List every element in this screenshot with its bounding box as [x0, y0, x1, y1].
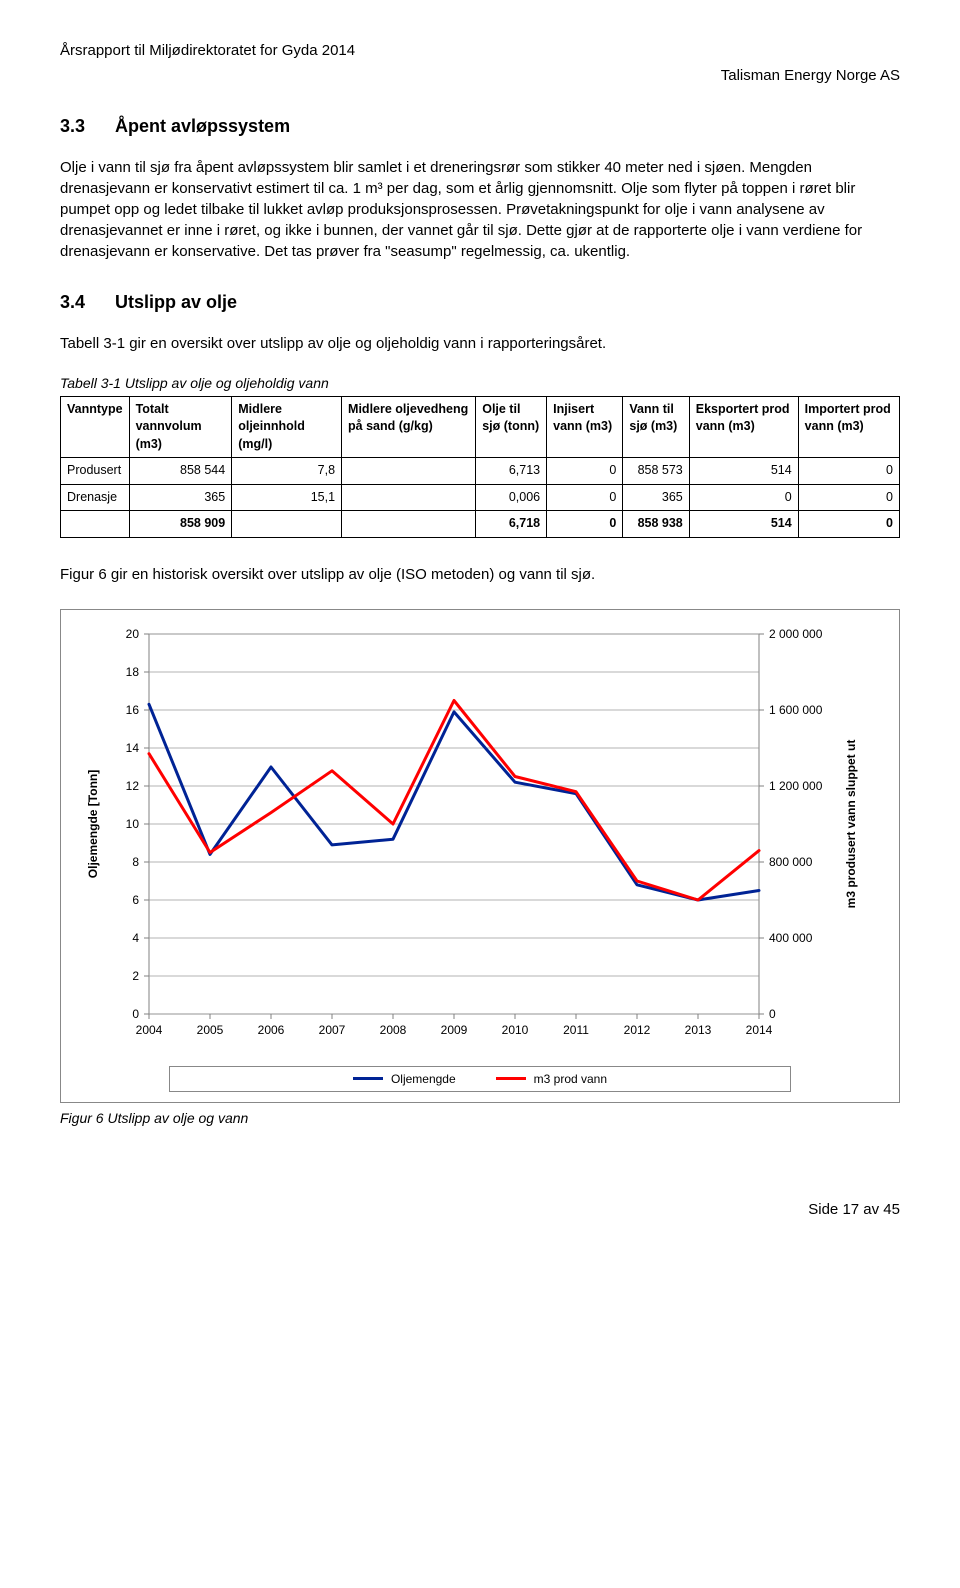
section-3-4-heading: 3.4 Utslipp av olje — [60, 290, 900, 315]
table-cell: 365 — [129, 484, 232, 511]
legend-swatch-oljemengde — [353, 1077, 383, 1080]
table-cell: 365 — [623, 484, 689, 511]
header-left: Årsrapport til Miljødirektoratet for Gyd… — [60, 40, 355, 61]
table-cell: 0 — [798, 458, 899, 485]
table-3-1-caption: Tabell 3-1 Utslipp av olje og oljeholdig… — [60, 374, 900, 394]
table-cell: 6,713 — [476, 458, 547, 485]
svg-text:18: 18 — [126, 665, 140, 679]
svg-text:2010: 2010 — [502, 1023, 529, 1037]
col-vann-sjo: Vann til sjø (m3) — [623, 396, 689, 458]
svg-text:0: 0 — [132, 1007, 139, 1021]
svg-text:12: 12 — [126, 779, 140, 793]
svg-text:2009: 2009 — [441, 1023, 468, 1037]
table-header-row: Vanntype Totalt vannvolum (m3) Midlere o… — [61, 396, 900, 458]
svg-text:2: 2 — [132, 969, 139, 983]
table-cell: 858 573 — [623, 458, 689, 485]
col-olje-sjo: Olje til sjø (tonn) — [476, 396, 547, 458]
svg-text:6: 6 — [132, 893, 139, 907]
svg-text:1 200 000: 1 200 000 — [769, 779, 823, 793]
svg-text:m3 produsert vann sluppet ut: m3 produsert vann sluppet ut — [844, 740, 858, 909]
table-cell — [61, 511, 130, 538]
table-cell: 0,006 — [476, 484, 547, 511]
table-cell: Produsert — [61, 458, 130, 485]
table-cell: 0 — [798, 484, 899, 511]
page-header: Årsrapport til Miljødirektoratet for Gyd… — [60, 40, 900, 61]
svg-text:14: 14 — [126, 741, 140, 755]
table-row: Produsert858 5447,86,7130858 5735140 — [61, 458, 900, 485]
legend-label-m3prod: m3 prod vann — [534, 1071, 607, 1088]
svg-text:Oljemengde [Tonn]: Oljemengde [Tonn] — [86, 770, 100, 878]
svg-text:2005: 2005 — [197, 1023, 224, 1037]
col-eksportert: Eksportert prod vann (m3) — [689, 396, 798, 458]
svg-text:800 000: 800 000 — [769, 855, 813, 869]
table-cell: 514 — [689, 511, 798, 538]
svg-text:2007: 2007 — [319, 1023, 346, 1037]
table-cell: 514 — [689, 458, 798, 485]
svg-text:0: 0 — [769, 1007, 776, 1021]
svg-text:16: 16 — [126, 703, 140, 717]
figure-6-chart: 0 2 4 6 8 10 12 14 16 18 20 0 400 000 800 000 1 200 00… — [60, 609, 900, 1103]
col-vanntype: Vanntype — [61, 396, 130, 458]
col-totalt: Totalt vannvolum (m3) — [129, 396, 232, 458]
section-3-3-title: Åpent avløpssystem — [115, 116, 290, 136]
chart-legend: Oljemengde m3 prod vann — [169, 1066, 791, 1093]
svg-text:2012: 2012 — [624, 1023, 651, 1037]
svg-text:2008: 2008 — [380, 1023, 407, 1037]
page-header-right-row: Talisman Energy Norge AS — [60, 65, 900, 86]
svg-text:2011: 2011 — [563, 1023, 589, 1037]
svg-text:1 600 000: 1 600 000 — [769, 703, 823, 717]
table-cell: Drenasje — [61, 484, 130, 511]
table-cell: 0 — [798, 511, 899, 538]
table-cell — [342, 484, 476, 511]
table-cell: 0 — [547, 458, 623, 485]
header-right: Talisman Energy Norge AS — [721, 65, 900, 86]
svg-text:2013: 2013 — [685, 1023, 712, 1037]
col-importert: Importert prod vann (m3) — [798, 396, 899, 458]
fig6-intro: Figur 6 gir en historisk oversikt over u… — [60, 564, 900, 585]
table-cell: 7,8 — [232, 458, 342, 485]
page-footer: Side 17 av 45 — [60, 1199, 900, 1220]
svg-text:4: 4 — [132, 931, 139, 945]
table-cell: 0 — [689, 484, 798, 511]
svg-text:2 000 000: 2 000 000 — [769, 627, 823, 641]
svg-text:8: 8 — [132, 855, 139, 869]
svg-text:20: 20 — [126, 627, 140, 641]
col-injisert: Injisert vann (m3) — [547, 396, 623, 458]
svg-text:2006: 2006 — [258, 1023, 285, 1037]
table-cell — [342, 511, 476, 538]
table-cell: 858 909 — [129, 511, 232, 538]
table-totals-row: 858 9096,7180858 9385140 — [61, 511, 900, 538]
table-cell: 6,718 — [476, 511, 547, 538]
table-cell: 0 — [547, 511, 623, 538]
table-cell: 0 — [547, 484, 623, 511]
section-3-4-title: Utslipp av olje — [115, 292, 237, 312]
section-3-3-num: 3.3 — [60, 114, 110, 139]
table-cell — [232, 511, 342, 538]
svg-text:10: 10 — [126, 817, 140, 831]
legend-item-oljemengde: Oljemengde — [353, 1071, 456, 1088]
legend-item-m3prod: m3 prod vann — [496, 1071, 607, 1088]
section-3-3-heading: 3.3 Åpent avløpssystem — [60, 114, 900, 139]
chart-svg: 0 2 4 6 8 10 12 14 16 18 20 0 400 000 800 000 1 200 00… — [79, 624, 869, 1054]
section-3-4-intro: Tabell 3-1 gir en oversikt over utslipp … — [60, 333, 900, 354]
svg-text:2014: 2014 — [746, 1023, 773, 1037]
table-3-1: Vanntype Totalt vannvolum (m3) Midlere o… — [60, 396, 900, 538]
legend-label-oljemengde: Oljemengde — [391, 1071, 456, 1088]
col-midlere-olje: Midlere oljeinnhold (mg/l) — [232, 396, 342, 458]
table-cell — [342, 458, 476, 485]
table-cell: 15,1 — [232, 484, 342, 511]
svg-text:400 000: 400 000 — [769, 931, 813, 945]
section-3-4-num: 3.4 — [60, 290, 110, 315]
table-cell: 858 544 — [129, 458, 232, 485]
table-cell: 858 938 — [623, 511, 689, 538]
svg-text:2004: 2004 — [136, 1023, 163, 1037]
col-midlere-sand: Midlere oljevedheng på sand (g/kg) — [342, 396, 476, 458]
figure-6-caption: Figur 6 Utslipp av olje og vann — [60, 1109, 900, 1129]
legend-swatch-m3prod — [496, 1077, 526, 1080]
section-3-3-para: Olje i vann til sjø fra åpent avløpssyst… — [60, 157, 900, 262]
table-row: Drenasje36515,10,006036500 — [61, 484, 900, 511]
